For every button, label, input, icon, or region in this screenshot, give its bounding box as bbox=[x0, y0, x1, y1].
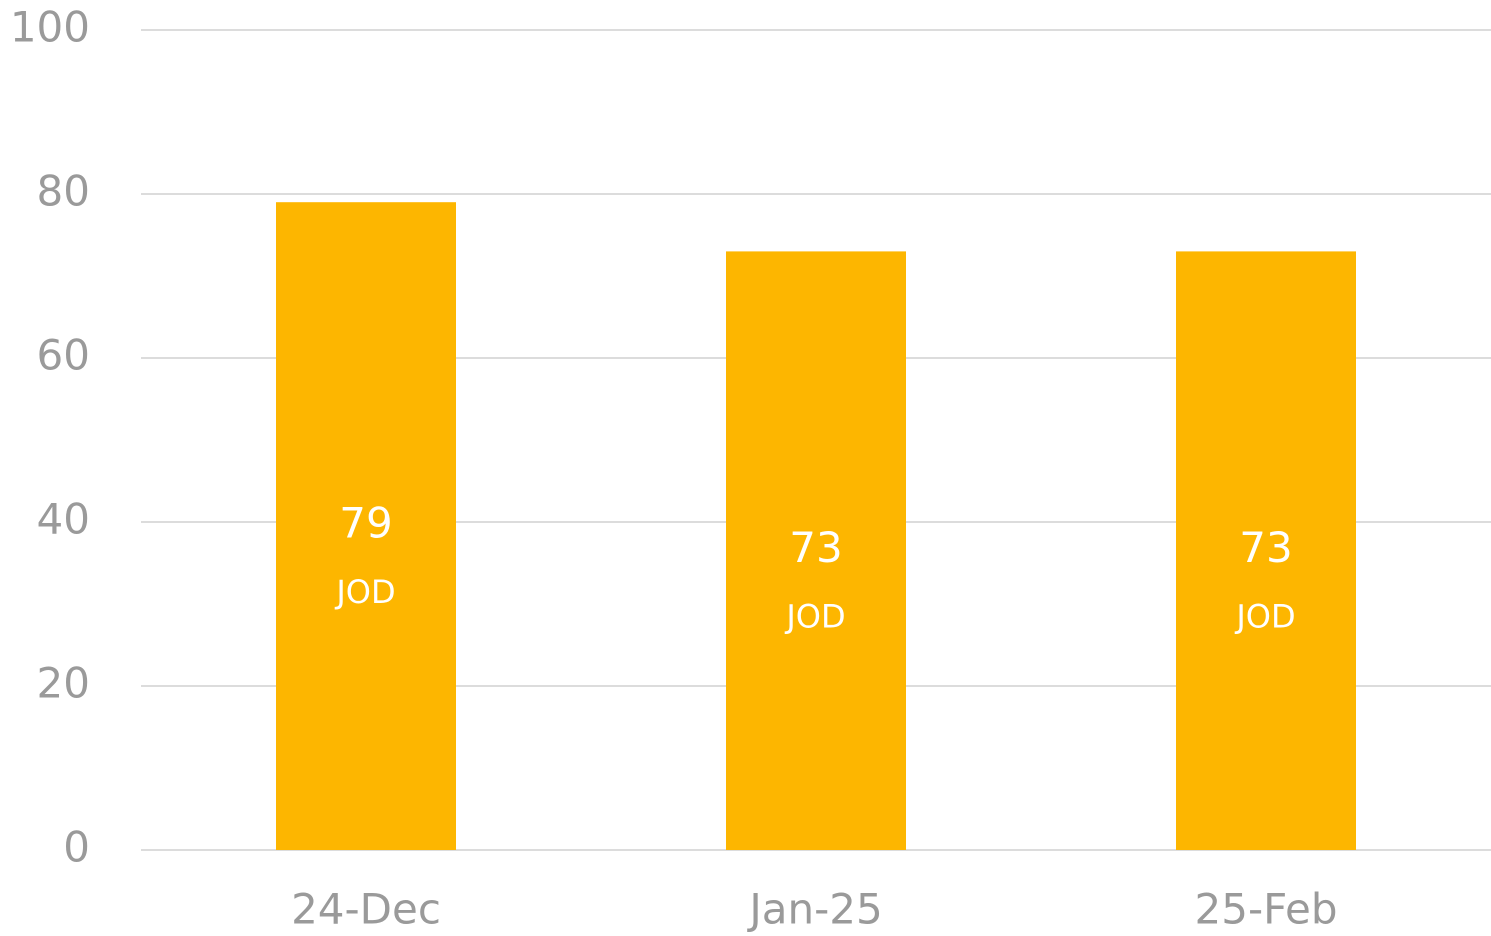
x-tick-label: 24-Dec bbox=[291, 885, 441, 934]
data-label-unit: JOD bbox=[1234, 598, 1295, 636]
y-tick-label: 100 bbox=[10, 3, 90, 52]
data-label: 73 bbox=[789, 523, 842, 572]
data-label: 79 bbox=[339, 499, 392, 548]
y-tick-label: 40 bbox=[37, 495, 90, 544]
y-tick-label: 60 bbox=[37, 331, 90, 380]
x-tick-label: 25-Feb bbox=[1195, 885, 1338, 934]
y-tick-label: 80 bbox=[37, 167, 90, 216]
y-tick-label: 0 bbox=[63, 823, 90, 872]
bar bbox=[1176, 251, 1356, 850]
data-label-unit: JOD bbox=[784, 598, 845, 636]
x-tick-label: Jan-25 bbox=[746, 885, 882, 934]
data-label: 73 bbox=[1239, 523, 1292, 572]
y-tick-label: 20 bbox=[37, 659, 90, 708]
bar bbox=[726, 251, 906, 850]
bar bbox=[276, 202, 456, 850]
data-label-unit: JOD bbox=[334, 573, 395, 611]
